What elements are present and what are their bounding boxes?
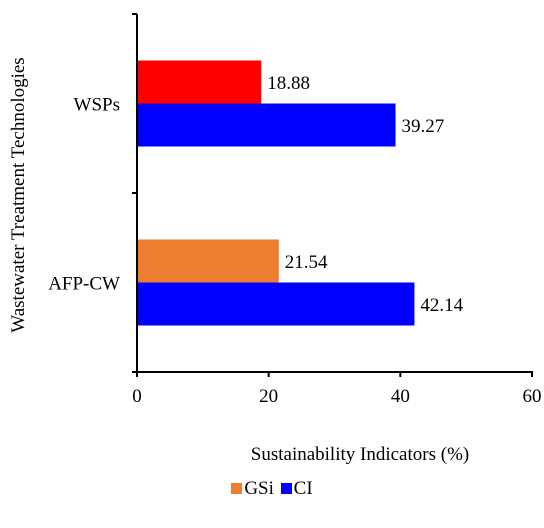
data-label-ci-afp-cw: 42.14 bbox=[420, 295, 463, 316]
y-axis-title: Wastewater Treatment Technologies bbox=[8, 57, 29, 332]
bar-gsi-afp-cw bbox=[137, 239, 279, 283]
bar-ci-afp-cw bbox=[137, 282, 415, 326]
bars-group bbox=[137, 60, 415, 326]
legend-item-ci: CI bbox=[280, 478, 313, 500]
bar-ci-wsps bbox=[137, 103, 396, 147]
legend-swatch-gsi bbox=[231, 483, 243, 494]
legend-label-gsi: GSi bbox=[244, 478, 274, 499]
x-axis-title: Sustainability Indicators (%) bbox=[251, 444, 469, 465]
y-tick-label-wsps: WSPs bbox=[74, 95, 120, 116]
ticks-group: WSPs AFP-CW 0 20 40 60 bbox=[48, 95, 541, 408]
legend-label-ci: CI bbox=[293, 478, 313, 499]
bar-labels-group: 18.88 39.27 21.54 42.14 bbox=[267, 73, 463, 316]
x-tick-label-20: 20 bbox=[259, 386, 278, 407]
legend-item-gsi: GSi bbox=[231, 478, 274, 500]
data-label-gsi-afp-cw: 21.54 bbox=[285, 252, 328, 273]
x-tick-label-0: 0 bbox=[132, 386, 142, 407]
bar-gsi-wsps bbox=[137, 60, 262, 104]
legend: GSi CI bbox=[0, 478, 544, 500]
y-tick-label-afp-cw: AFP-CW bbox=[48, 274, 120, 295]
x-tick-label-60: 60 bbox=[523, 386, 542, 407]
data-label-gsi-wsps: 18.88 bbox=[267, 73, 310, 94]
legend-swatch-ci bbox=[280, 483, 292, 494]
axes-group bbox=[132, 13, 533, 377]
x-tick-label-40: 40 bbox=[391, 386, 410, 407]
data-label-ci-wsps: 39.27 bbox=[402, 116, 445, 137]
